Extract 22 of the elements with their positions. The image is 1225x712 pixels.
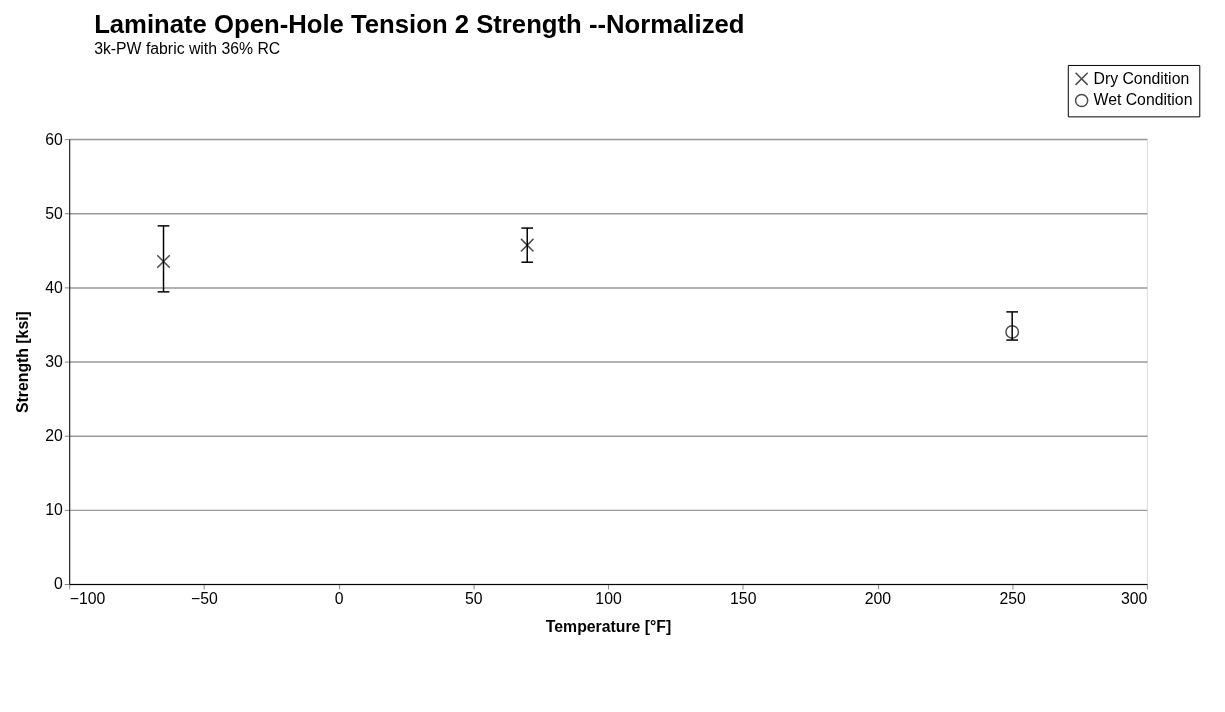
- chart-subtitle: 3k-PW fabric with 36% RC: [94, 39, 281, 57]
- x-tick-label: 0: [334, 590, 344, 608]
- x-tick-label: 200: [864, 590, 892, 608]
- x-tick-label: 300: [1121, 590, 1148, 608]
- x-tick-label: −100: [69, 590, 106, 608]
- y-axis-title: Strength [ksi]: [14, 311, 32, 413]
- legend-label: Dry Condition: [1093, 69, 1190, 87]
- y-tick-label: 30: [45, 353, 63, 371]
- y-tick-label: 0: [53, 575, 63, 593]
- y-tick-label: 50: [45, 204, 63, 222]
- y-tick-label: 10: [45, 501, 63, 519]
- x-tick-label: 100: [595, 590, 622, 608]
- chart-title: Laminate Open-Hole Tension 2 Strength --Normalized: [94, 9, 745, 38]
- legend-label: Wet Condition: [1093, 91, 1193, 109]
- x-tick-label: 250: [999, 590, 1027, 608]
- x-tick-label: 50: [465, 590, 483, 608]
- x-axis-title: Temperature [°F]: [545, 617, 672, 635]
- x-tick-label: 150: [730, 590, 757, 608]
- y-tick-label: 20: [45, 427, 63, 445]
- y-tick-label: 60: [45, 130, 63, 148]
- y-tick-label: 40: [45, 278, 63, 296]
- x-tick-label: −50: [191, 590, 219, 608]
